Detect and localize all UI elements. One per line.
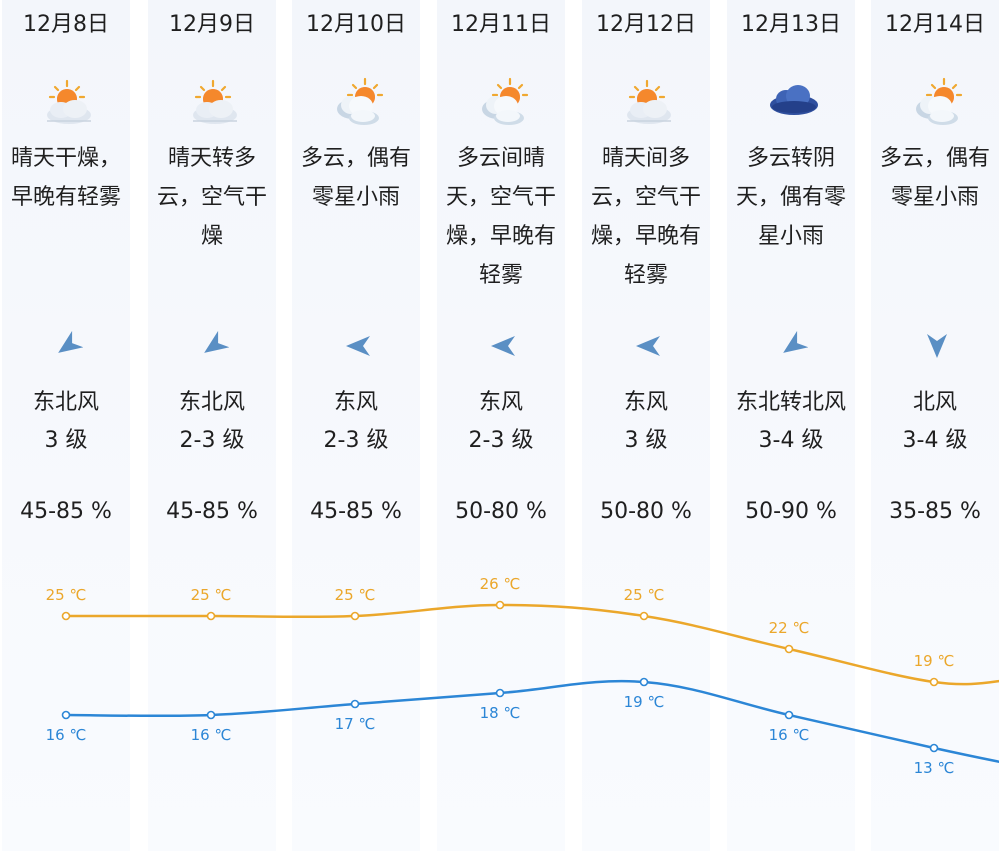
low-temp-label: 16 ℃ — [191, 726, 232, 744]
high-temp-label: 25 ℃ — [335, 586, 376, 604]
high-temp-point — [784, 644, 794, 654]
wind-northeast-icon — [204, 331, 229, 353]
high-temp-label: 26 ℃ — [480, 575, 521, 593]
high-temp-label: 25 ℃ — [624, 586, 665, 604]
low-temp-label: 19 ℃ — [624, 693, 665, 711]
date-label: 12月12日 — [596, 12, 696, 37]
partly-cloudy-icon — [337, 77, 384, 125]
wind-info: 东北风 3 级 — [2, 384, 130, 460]
humidity-value: 50-80 % — [455, 499, 547, 524]
high-temp-label: 25 ℃ — [191, 586, 232, 604]
weather-description: 多云，偶有零星小雨 — [879, 146, 990, 210]
high-temp-point — [61, 611, 71, 621]
wind-east-icon — [346, 336, 370, 356]
date-label: 12月11日 — [451, 12, 551, 37]
wind-level: 3-4 级 — [758, 428, 824, 453]
wind-northeast-icon — [58, 331, 83, 353]
wind-east-icon — [636, 336, 660, 356]
wind-northeast-icon — [783, 331, 808, 353]
humidity-value: 35-85 % — [889, 499, 981, 524]
humidity-value: 45-85 % — [166, 499, 258, 524]
high-temp-point — [206, 611, 216, 621]
day-column: 12月12日 晴天间多云，空气干燥，早晚有轻雾 东风 3 级 50-80 % — [582, 0, 710, 851]
low-temp-label: 13 ℃ — [914, 759, 955, 777]
sunny-haze-icon — [627, 79, 671, 124]
wind-north-icon — [927, 334, 947, 358]
low-temp-point — [206, 710, 216, 720]
low-temp-label: 17 ℃ — [335, 715, 376, 733]
humidity-value: 50-80 % — [600, 499, 692, 524]
high-temp-label: 25 ℃ — [46, 586, 87, 604]
wind-info: 东北风 2-3 级 — [148, 384, 276, 460]
wind-level: 2-3 级 — [468, 428, 534, 453]
low-temp-line — [65, 679, 999, 764]
low-temp-point — [929, 743, 939, 753]
high-temp-label: 22 ℃ — [769, 619, 810, 637]
wind-info: 东风 3 级 — [582, 384, 710, 460]
wind-direction: 东北转北风 — [735, 390, 846, 415]
high-temp-line — [65, 603, 999, 686]
wind-direction: 东风 — [333, 390, 378, 415]
high-temp-point — [350, 611, 360, 621]
overcast-cloud-icon — [770, 85, 818, 115]
weather-description: 晴天转多云，空气干燥 — [156, 146, 267, 249]
date-label: 12月14日 — [885, 12, 985, 37]
date-label: 12月8日 — [23, 12, 109, 37]
wind-direction: 东风 — [623, 390, 668, 415]
wind-direction: 北风 — [912, 390, 957, 415]
wind-info: 东北转北风 3-4 级 — [727, 384, 855, 460]
weather-description: 晴天干燥，早晚有轻雾 — [10, 146, 121, 210]
low-temp-point — [61, 710, 71, 720]
humidity-value: 50-90 % — [745, 499, 837, 524]
low-temp-point — [350, 699, 360, 709]
wind-level: 2-3 级 — [179, 428, 245, 453]
humidity-value: 45-85 % — [20, 499, 112, 524]
weather-description: 多云间晴天，空气干燥，早晚有轻雾 — [445, 146, 556, 288]
weather-description: 晴天间多云，空气干燥，早晚有轻雾 — [590, 146, 701, 288]
low-temp-label: 16 ℃ — [46, 726, 87, 744]
partly-cloudy-icon — [482, 77, 529, 125]
wind-info: 东风 2-3 级 — [437, 384, 565, 460]
wind-info: 东风 2-3 级 — [292, 384, 420, 460]
date-label: 12月9日 — [169, 12, 255, 37]
low-temp-point — [495, 688, 505, 698]
sunny-haze-icon — [193, 79, 237, 124]
day-column: 12月13日 多云转阴天，偶有零星小雨 东北转北风 3-4 级 50-90 % — [727, 0, 855, 851]
wind-level: 2-3 级 — [323, 428, 389, 453]
wind-level: 3 级 — [44, 428, 88, 453]
day-column: 12月14日 多云，偶有零星小雨 北风 3-4 级 35-85 % — [871, 0, 999, 851]
humidity-value: 45-85 % — [310, 499, 402, 524]
wind-info: 北风 3-4 级 — [871, 384, 999, 460]
wind-direction: 东北风 — [32, 390, 99, 415]
date-label: 12月13日 — [741, 12, 841, 37]
high-temp-label: 19 ℃ — [914, 652, 955, 670]
wind-direction: 东风 — [478, 390, 523, 415]
high-temp-point — [495, 600, 505, 610]
wind-level: 3 级 — [624, 428, 668, 453]
weather-description: 多云转阴天，偶有零星小雨 — [735, 146, 846, 249]
day-column: 12月10日 多云，偶有零星小雨 东风 2-3 级 45-85 % — [292, 0, 420, 851]
low-temp-label: 16 ℃ — [769, 726, 810, 744]
wind-east-icon — [491, 336, 515, 356]
date-label: 12月10日 — [306, 12, 406, 37]
low-temp-point — [784, 710, 794, 720]
low-temp-label: 18 ℃ — [480, 704, 521, 722]
high-temp-point — [929, 677, 939, 687]
day-column: 12月9日 晴天转多云，空气干燥 东北风 2-3 级 45-85 % — [148, 0, 276, 851]
wind-level: 3-4 级 — [902, 428, 968, 453]
high-temp-point — [639, 611, 649, 621]
weather-description: 多云，偶有零星小雨 — [300, 146, 411, 210]
day-column: 12月11日 多云间晴天，空气干燥，早晚有轻雾 东风 2-3 级 50-80 % — [437, 0, 565, 851]
low-temp-point — [639, 677, 649, 687]
day-column: 12月8日 晴天干燥，早晚有轻雾 东北风 3 级 45-85 % — [2, 0, 130, 851]
sunny-haze-icon — [47, 79, 91, 124]
partly-cloudy-icon — [916, 77, 963, 125]
wind-direction: 东北风 — [178, 390, 245, 415]
